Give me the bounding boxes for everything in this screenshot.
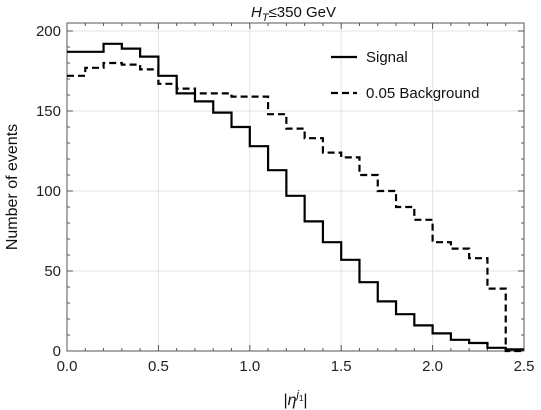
x-title-supsub: 1 — [299, 394, 304, 403]
legend-label-background: 0.05 Background — [366, 85, 479, 102]
y-tick-label: 100 — [36, 183, 61, 200]
series-layer — [67, 42, 524, 353]
title-var: H — [251, 4, 262, 21]
x-tick-label: 2.0 — [422, 358, 443, 375]
y-axis-title: Number of events — [4, 124, 21, 250]
chart-title: HT≤350 GeV — [251, 4, 336, 24]
x-tick-label: 2.5 — [514, 358, 535, 375]
y-tick-label: 50 — [44, 263, 61, 280]
series-signal-line — [67, 42, 524, 351]
x-tick-label: 0.5 — [148, 358, 169, 375]
x-title-sup: j — [294, 389, 299, 401]
grid — [66, 23, 525, 352]
x-title-close: | — [303, 392, 307, 409]
x-title-var: η — [288, 392, 297, 409]
plot-frame — [66, 22, 525, 352]
x-title-open: | — [283, 392, 287, 409]
x-tick-label: 1.5 — [331, 358, 352, 375]
y-tick-label: 0 — [53, 343, 61, 360]
legend-label-signal: Signal — [366, 49, 408, 66]
x-axis-title: |ηj1| — [283, 389, 307, 409]
series-background-line — [67, 61, 524, 353]
y-tick-label: 200 — [36, 23, 61, 40]
x-tick-label: 1.0 — [239, 358, 260, 375]
legend: Signal 0.05 Background — [331, 49, 479, 102]
x-tick-label: 0.0 — [57, 358, 78, 375]
title-var-sub: T — [262, 12, 270, 24]
title-condition: ≤350 GeV — [269, 4, 336, 21]
axis-ticks: 0.0 0.5 1.0 1.5 2.0 2.5 0 50 100 150 200 — [36, 23, 534, 375]
y-tick-label: 150 — [36, 103, 61, 120]
